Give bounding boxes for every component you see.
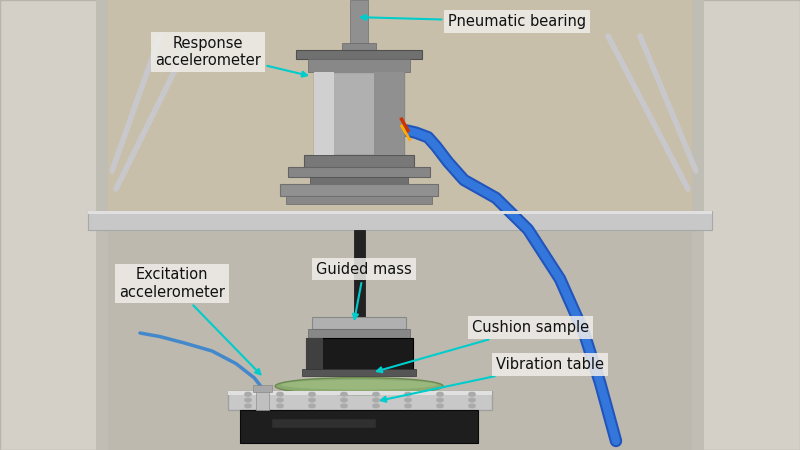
Circle shape bbox=[245, 398, 251, 402]
Bar bbox=[304, 155, 414, 169]
Circle shape bbox=[309, 392, 315, 396]
Circle shape bbox=[405, 398, 411, 402]
Bar bbox=[0, 0, 108, 450]
Text: Pneumatic bearing: Pneumatic bearing bbox=[361, 14, 586, 29]
Circle shape bbox=[437, 398, 443, 402]
Bar bbox=[312, 317, 406, 328]
Bar bbox=[88, 211, 712, 214]
Circle shape bbox=[437, 404, 443, 408]
Bar bbox=[350, 0, 368, 45]
Text: Vibration table: Vibration table bbox=[381, 357, 604, 402]
Circle shape bbox=[309, 398, 315, 402]
Bar bbox=[314, 72, 404, 155]
Bar bbox=[302, 369, 416, 376]
Bar bbox=[88, 211, 712, 230]
Ellipse shape bbox=[275, 378, 443, 395]
Text: Response
accelerometer: Response accelerometer bbox=[155, 36, 307, 76]
Circle shape bbox=[373, 392, 379, 396]
Circle shape bbox=[341, 392, 347, 396]
Bar bbox=[256, 391, 269, 410]
Bar bbox=[228, 391, 492, 410]
Bar bbox=[286, 196, 432, 204]
Circle shape bbox=[405, 404, 411, 408]
Circle shape bbox=[277, 392, 283, 396]
Text: Guided mass: Guided mass bbox=[316, 261, 412, 319]
Circle shape bbox=[341, 398, 347, 402]
Bar bbox=[96, 0, 108, 450]
Text: Cushion sample: Cushion sample bbox=[377, 320, 589, 372]
Circle shape bbox=[341, 404, 347, 408]
Bar bbox=[374, 72, 404, 155]
Bar bbox=[280, 184, 438, 196]
Bar bbox=[108, 0, 692, 214]
Bar bbox=[228, 391, 492, 395]
Circle shape bbox=[437, 392, 443, 396]
Bar bbox=[692, 0, 800, 450]
Bar bbox=[108, 230, 692, 450]
Bar bbox=[310, 177, 408, 185]
Circle shape bbox=[309, 404, 315, 408]
Bar bbox=[692, 0, 704, 450]
Bar bbox=[253, 385, 272, 392]
Circle shape bbox=[373, 404, 379, 408]
Bar bbox=[314, 72, 334, 155]
Ellipse shape bbox=[282, 380, 438, 390]
Bar bbox=[308, 328, 410, 338]
Bar bbox=[354, 230, 365, 318]
Circle shape bbox=[245, 404, 251, 408]
Bar bbox=[306, 338, 323, 370]
Bar bbox=[288, 167, 430, 177]
Bar bbox=[342, 43, 376, 51]
Bar bbox=[308, 59, 410, 72]
Circle shape bbox=[469, 398, 475, 402]
Circle shape bbox=[245, 392, 251, 396]
Circle shape bbox=[469, 392, 475, 396]
Circle shape bbox=[277, 404, 283, 408]
Circle shape bbox=[469, 404, 475, 408]
Bar bbox=[306, 338, 413, 370]
Bar bbox=[296, 50, 422, 59]
Bar bbox=[272, 419, 376, 428]
Bar bbox=[240, 410, 478, 443]
Text: Excitation
accelerometer: Excitation accelerometer bbox=[119, 267, 261, 374]
Circle shape bbox=[405, 392, 411, 396]
Circle shape bbox=[277, 398, 283, 402]
Circle shape bbox=[373, 398, 379, 402]
